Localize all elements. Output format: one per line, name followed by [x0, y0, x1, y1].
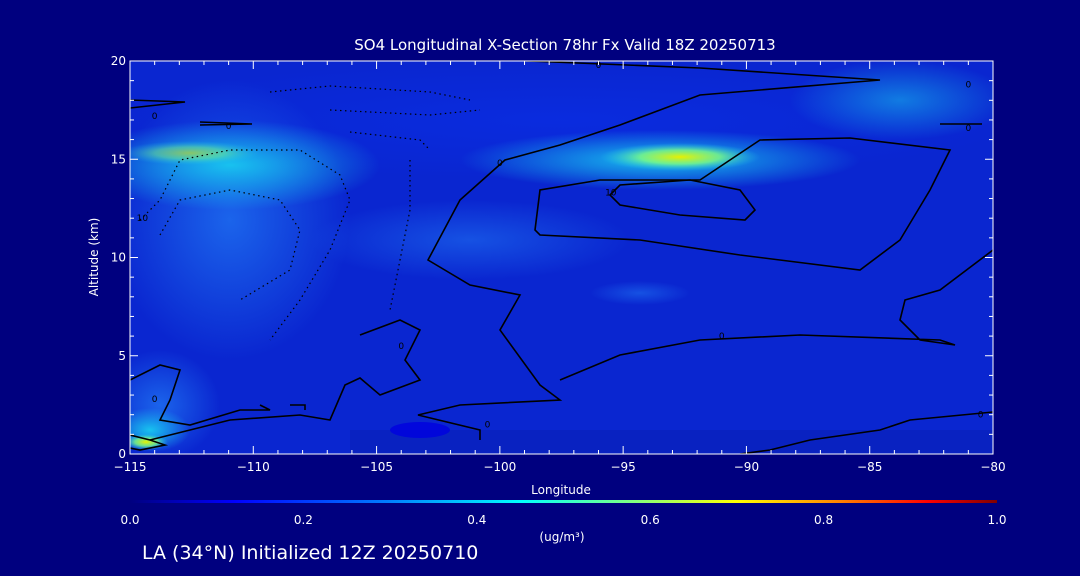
- x-axis-label: Longitude: [531, 483, 591, 497]
- field-mid-light: [310, 200, 630, 280]
- y-tick-label: 15: [111, 152, 126, 166]
- contour-label: 10: [605, 189, 617, 199]
- contour-label: 0: [152, 112, 158, 122]
- x-tick-label: −90: [734, 460, 759, 474]
- field-max-upper-west: [130, 141, 260, 165]
- contour-label: 0: [398, 342, 404, 352]
- contour-label: 0: [485, 421, 491, 431]
- contour-labels: 0 0 0 0 0 0 10 10 0 0 0 0 0: [137, 61, 984, 431]
- x-tick-label: −95: [610, 460, 635, 474]
- field-surface-blob: [390, 422, 450, 438]
- colorbar-tick-label: 1.0: [987, 513, 1006, 527]
- contour-label: 0: [596, 61, 602, 71]
- field-surface-dark: [350, 430, 993, 454]
- chart-title: SO4 Longitudinal X-Section 78hr Fx Valid…: [354, 36, 775, 54]
- field-max-upper-east: [600, 143, 760, 171]
- colorbar-tick-label: 0.0: [120, 513, 139, 527]
- y-tick-label: 20: [111, 54, 126, 68]
- y-tick-label: 0: [118, 447, 126, 461]
- colorbar-unit-label: (ug/m³): [539, 530, 584, 544]
- plot-area: [130, 61, 993, 454]
- footer-caption: LA (34°N) Initialized 12Z 20250710: [142, 542, 479, 564]
- field-right-top: [790, 61, 993, 140]
- colorbar-ticks: 0.0 0.2 0.4 0.6 0.8 1.0: [120, 513, 1006, 527]
- contour-label: 0: [497, 159, 503, 169]
- contour-label: 10: [137, 214, 149, 224]
- colorbar-tick-label: 0.2: [294, 513, 313, 527]
- x-tick-label: −115: [114, 460, 147, 474]
- x-tick-label: −105: [360, 460, 393, 474]
- y-tick-label: 10: [111, 251, 126, 265]
- contour-label: 0: [152, 395, 158, 405]
- contours-dotted: [139, 85, 481, 341]
- field-blob-mid: [590, 281, 690, 305]
- y-axis: 0 5 10 15 20: [111, 54, 993, 461]
- contour-label: 0: [978, 411, 984, 421]
- contour-label: 0: [965, 124, 971, 134]
- x-tick-label: −110: [237, 460, 270, 474]
- colorbar: [130, 500, 997, 503]
- colorbar-tick-label: 0.4: [467, 513, 486, 527]
- contour-label: 0: [719, 332, 725, 342]
- y-tick-label: 5: [118, 349, 126, 363]
- y-axis-label: Altitude (km): [87, 218, 101, 297]
- colorbar-tick-label: 0.8: [814, 513, 833, 527]
- x-tick-label: −80: [980, 460, 1005, 474]
- contour-label: 0: [226, 122, 232, 132]
- contour-label: 0: [965, 81, 971, 91]
- x-tick-label: −100: [483, 460, 516, 474]
- contours-solid: [130, 61, 993, 454]
- x-axis: −115 −110 −105 −100 −95 −90 −85 −80: [114, 61, 1006, 474]
- colorbar-tick-label: 0.6: [641, 513, 660, 527]
- x-tick-label: −85: [857, 460, 882, 474]
